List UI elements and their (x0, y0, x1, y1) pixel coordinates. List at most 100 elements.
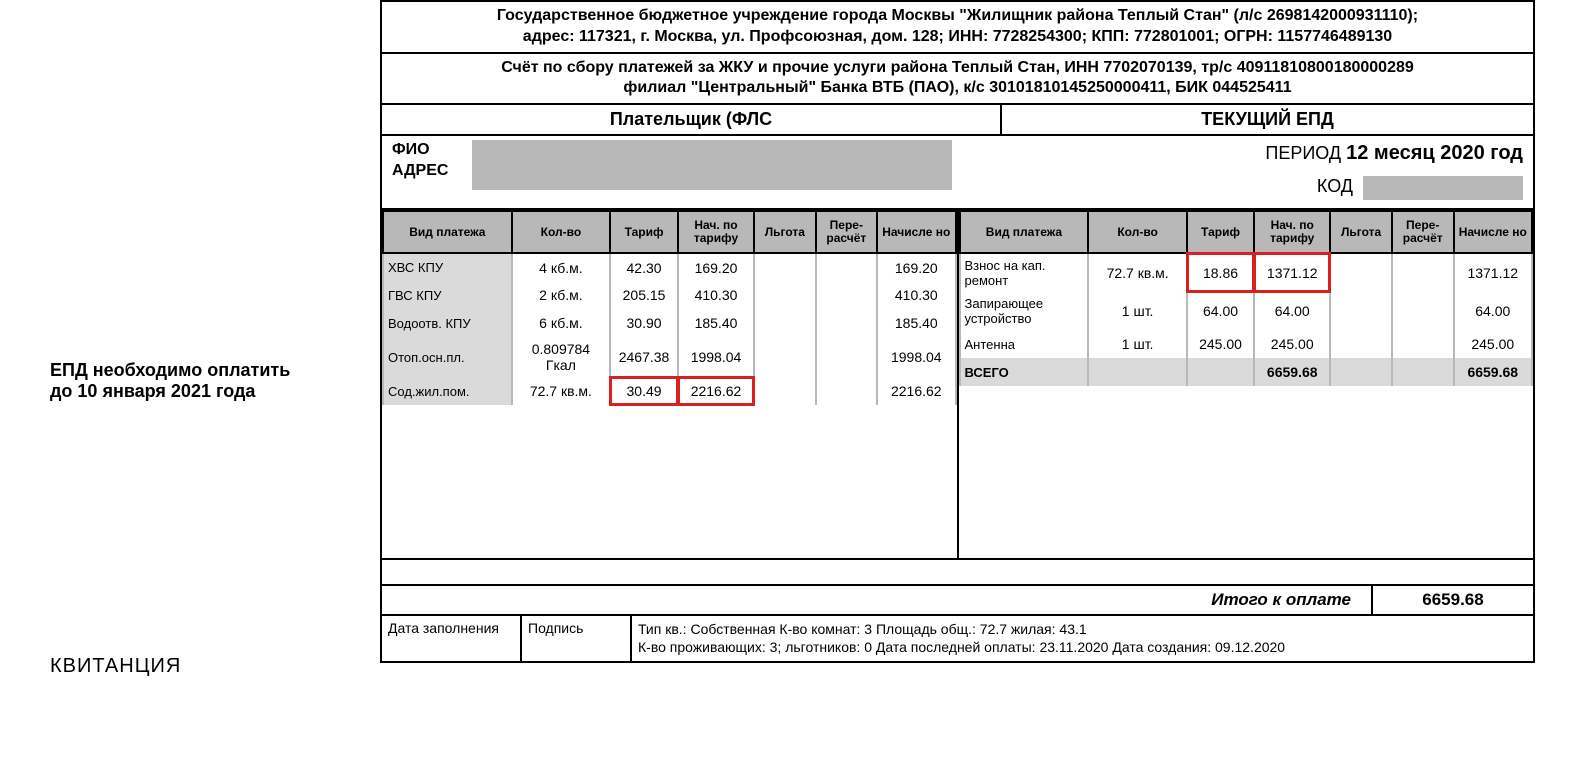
cell-nach: 1998.04 (678, 337, 754, 377)
pay-notice-line2: до 10 января 2021 года (50, 381, 370, 402)
cell-qty: 1 шт. (1088, 292, 1187, 330)
col-tariff: Тариф (1187, 211, 1254, 253)
account-header: Счёт по сбору платежей за ЖКУ и прочие у… (382, 54, 1533, 106)
footer-info: Тип кв.: Собственная К-во комнат: 3 Площ… (632, 616, 1533, 660)
vsego-empty (1088, 358, 1187, 386)
col-charged-by-tariff: Нач. по тарифу (1254, 211, 1330, 253)
period-prefix: ПЕРИОД (1265, 143, 1341, 163)
cell-qty: 72.7 кв.м. (1088, 253, 1187, 292)
cell-tarif: 205.15 (610, 281, 678, 309)
cell-lgota (1330, 292, 1392, 330)
footer-info-line2: К-во проживающих: 3; льготников: 0 Дата … (638, 638, 1527, 656)
cell-lgota (1330, 330, 1392, 358)
cell-lgota (754, 337, 816, 377)
cell-pere (816, 253, 878, 281)
cell-tot: 2216.62 (877, 377, 955, 405)
kod-label: КОД (1317, 176, 1353, 197)
receipt-label: КВИТАНЦИЯ (50, 655, 181, 678)
cell-name-col: ХВС КПУ (383, 253, 512, 281)
pay-notice: ЕПД необходимо оплатить до 10 января 202… (50, 360, 370, 402)
cell-qty: 0.809784 Гкал (512, 337, 610, 377)
current-epd-label: ТЕКУЩИЙ ЕПД (1002, 105, 1533, 134)
cell-pere (816, 377, 878, 405)
cell-pere (1392, 330, 1454, 358)
cell-tarif: 245.00 (1187, 330, 1254, 358)
cell-lgota (754, 309, 816, 337)
pay-notice-line1: ЕПД необходимо оплатить (50, 360, 370, 381)
cell-tot: 410.30 (877, 281, 955, 309)
table-row: ХВС КПУ4 кб.м.42.30169.20169.20 (383, 253, 956, 281)
total-row: Итого к оплате 6659.68 (382, 586, 1533, 616)
cell-tarif: 2467.38 (610, 337, 678, 377)
col-service: Вид платежа (960, 211, 1089, 253)
cell-lgota (1330, 253, 1392, 292)
cell-pere (1392, 292, 1454, 330)
col-charged: Начисле но (877, 211, 955, 253)
cell-pere (816, 309, 878, 337)
vsego-empty (1187, 358, 1254, 386)
footer-info-line1: Тип кв.: Собственная К-во комнат: 3 Площ… (638, 620, 1527, 638)
col-service: Вид платежа (383, 211, 512, 253)
table-row: Отоп.осн.пл.0.809784 Гкал2467.381998.041… (383, 337, 956, 377)
payer-fls-label: Плательщик (ФЛС (382, 105, 1002, 134)
vsego-nach: 6659.68 (1254, 358, 1330, 386)
payer-row: Плательщик (ФЛС ТЕКУЩИЙ ЕПД (382, 105, 1533, 136)
table-header-row: Вид платежа Кол-во Тариф Нач. по тарифу … (383, 211, 956, 253)
cell-tot: 185.40 (877, 309, 955, 337)
cell-nach: 185.40 (678, 309, 754, 337)
col-charged-by-tariff: Нач. по тарифу (678, 211, 754, 253)
total-value: 6659.68 (1373, 586, 1533, 614)
cell-qty: 72.7 кв.м. (512, 377, 610, 405)
cell-qty: 2 кб.м. (512, 281, 610, 309)
cell-name-col: Сод.жил.пом. (383, 377, 512, 405)
footer-date-label: Дата заполнения (382, 616, 522, 660)
cell-nach: 1371.12 (1254, 253, 1330, 292)
cell-tarif: 64.00 (1187, 292, 1254, 330)
period-block: ПЕРИОД 12 месяц 2020 год (1265, 142, 1523, 165)
cell-tarif: 30.49 (610, 377, 678, 405)
cell-nach: 64.00 (1254, 292, 1330, 330)
cell-pere (816, 281, 878, 309)
table-row: Водоотв. КПУ6 кб.м.30.90185.40185.40 (383, 309, 956, 337)
cell-tot: 1371.12 (1454, 253, 1532, 292)
cell-nach: 410.30 (678, 281, 754, 309)
table-row: Взнос на кап. ремонт72.7 кв.м.18.861371.… (960, 253, 1533, 292)
vsego-empty (1392, 358, 1454, 386)
cell-tot: 245.00 (1454, 330, 1532, 358)
cell-qty: 6 кб.м. (512, 309, 610, 337)
cell-name-col: Запирающее устройство (960, 292, 1089, 330)
cell-tot: 64.00 (1454, 292, 1532, 330)
cell-tarif: 18.86 (1187, 253, 1254, 292)
col-tariff: Тариф (610, 211, 678, 253)
charges-table: Вид платежа Кол-во Тариф Нач. по тарифу … (382, 210, 1533, 560)
vsego-label: ВСЕГО (960, 358, 1089, 386)
fio-addr-labels: ФИО АДРЕС (392, 140, 448, 182)
total-label: Итого к оплате (382, 586, 1373, 614)
cell-qty: 1 шт. (1088, 330, 1187, 358)
org-header: Государственное бюджетное учреждение гор… (382, 0, 1533, 54)
cell-tarif: 30.90 (610, 309, 678, 337)
table-row: Антенна1 шт.245.00245.00245.00 (960, 330, 1533, 358)
org-line2: адрес: 117321, г. Москва, ул. Профсоюзна… (392, 27, 1523, 48)
cell-name-col: Водоотв. КПУ (383, 309, 512, 337)
col-recalc: Пере-расчёт (816, 211, 878, 253)
acct-line2: филиал "Центральный" Банка ВТБ (ПАО), к/… (392, 78, 1523, 99)
col-charged: Начисле но (1454, 211, 1532, 253)
col-qty: Кол-во (1088, 211, 1187, 253)
vsego-total: 6659.68 (1454, 358, 1532, 386)
spacer-rule (382, 560, 1533, 586)
col-qty: Кол-во (512, 211, 610, 253)
cell-lgota (754, 281, 816, 309)
footer-sign-label: Подпись (522, 616, 632, 660)
col-recalc: Пере-расчёт (1392, 211, 1454, 253)
vsego-empty (1330, 358, 1392, 386)
col-benefit: Льгота (754, 211, 816, 253)
footer-row: Дата заполнения Подпись Тип кв.: Собстве… (382, 616, 1533, 660)
cell-tarif: 42.30 (610, 253, 678, 281)
cell-lgota (754, 253, 816, 281)
cell-tot: 1998.04 (877, 337, 955, 377)
cell-name-col: Отоп.осн.пл. (383, 337, 512, 377)
table-row: ГВС КПУ2 кб.м.205.15410.30410.30 (383, 281, 956, 309)
table-row: Запирающее устройство1 шт.64.0064.0064.0… (960, 292, 1533, 330)
cell-nach: 169.20 (678, 253, 754, 281)
